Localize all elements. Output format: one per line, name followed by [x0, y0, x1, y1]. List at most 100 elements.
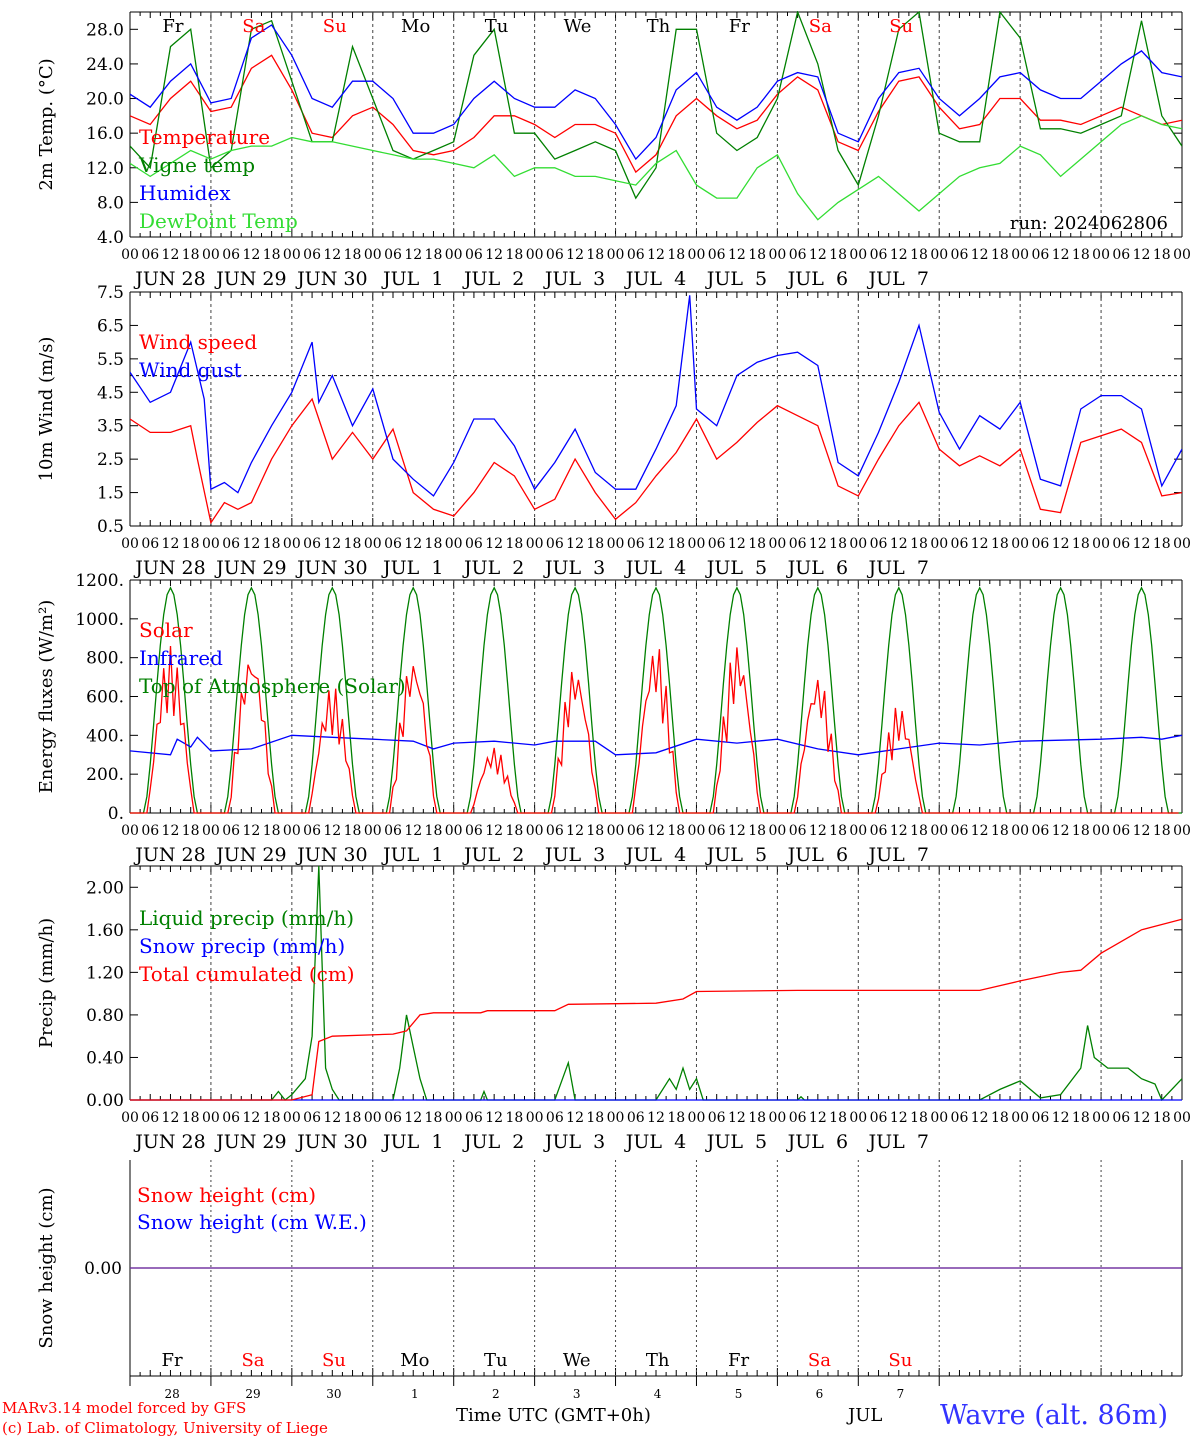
day-name: Mo — [400, 1350, 429, 1371]
hour-tick-label: 00 — [1092, 536, 1110, 552]
date-label: JUL 7 — [867, 557, 929, 579]
hour-tick-label: 06 — [141, 536, 159, 552]
hour-tick-label: 12 — [566, 247, 584, 263]
y-tick-label: 28.0 — [86, 20, 124, 40]
day-name: Th — [647, 16, 671, 37]
hour-tick-label: 06 — [1112, 536, 1130, 552]
hour-tick-label: 06 — [141, 1110, 159, 1126]
hour-tick-label: 06 — [222, 536, 240, 552]
hour-tick-label: 12 — [728, 823, 746, 839]
day-name: Su — [322, 1350, 346, 1371]
date-label: JUL 5 — [705, 557, 767, 579]
hour-tick-label: 00 — [445, 247, 463, 263]
date-label: JUL 4 — [624, 844, 686, 866]
hour-tick-label: 12 — [728, 1110, 746, 1126]
hour-tick-label: 12 — [809, 823, 827, 839]
hour-tick-label: 18 — [1072, 247, 1090, 263]
y-axis-label: Energy fluxes (W/m²) — [36, 600, 57, 794]
date-label: JUN 29 — [214, 557, 286, 579]
date-label: JUN 28 — [133, 557, 205, 579]
date-label: JUN 30 — [295, 844, 367, 866]
hour-tick-label: 06 — [384, 536, 402, 552]
hour-tick-label: 12 — [566, 823, 584, 839]
day-name: Th — [646, 1350, 670, 1371]
run-label: run: 2024062806 — [1010, 213, 1168, 234]
hour-tick-label: 00 — [121, 823, 139, 839]
series-line-infrared — [130, 734, 1182, 756]
y-tick-label: 1000. — [75, 610, 124, 630]
hour-tick-label: 06 — [546, 1110, 564, 1126]
hour-tick-label: 00 — [283, 536, 301, 552]
day-name: We — [564, 16, 592, 37]
legend-entry: Top of Atmosphere (Solar) — [139, 674, 406, 698]
hour-tick-label: 12 — [162, 247, 180, 263]
hour-tick-label: 00 — [607, 823, 625, 839]
station-name: Wavre (alt. 86m) — [940, 1400, 1168, 1431]
hour-tick-label: 18 — [829, 1110, 847, 1126]
y-tick-label: 200. — [86, 765, 124, 785]
hour-tick-label: 18 — [182, 823, 200, 839]
legend-entry: Snow precip (mm/h) — [139, 934, 345, 958]
hour-tick-label: 18 — [425, 536, 443, 552]
hour-tick-label: 12 — [728, 536, 746, 552]
legend-entry: Snow height (cm) — [137, 1183, 316, 1207]
day-name: Tu — [485, 16, 509, 37]
hour-tick-label: 12 — [1052, 536, 1070, 552]
hour-tick-label: 12 — [809, 1110, 827, 1126]
hour-tick-label: 18 — [748, 247, 766, 263]
y-tick-label: 5.5 — [97, 350, 124, 370]
hour-tick-label: 00 — [202, 247, 220, 263]
y-tick-label: 1.5 — [97, 484, 124, 504]
hour-tick-label: 12 — [242, 823, 260, 839]
date-label: JUN 29 — [214, 844, 286, 866]
day-name: Tu — [484, 1350, 508, 1371]
hour-tick-label: 18 — [344, 1110, 362, 1126]
hour-tick-label: 12 — [647, 1110, 665, 1126]
hour-tick-label: 18 — [505, 536, 523, 552]
legend-entry: DewPoint Temp — [139, 209, 298, 233]
hour-tick-label: 18 — [910, 1110, 928, 1126]
hour-tick-label: 18 — [263, 1110, 281, 1126]
hour-tick-label: 18 — [344, 823, 362, 839]
date-label: JUL 3 — [543, 557, 605, 579]
hour-tick-label: 00 — [930, 823, 948, 839]
day-number: 2 — [492, 1387, 500, 1401]
legend-entry: Total cumulated (cm) — [139, 962, 355, 986]
hour-tick-label: 18 — [1072, 536, 1090, 552]
y-tick-label: 600. — [86, 688, 124, 708]
hour-tick-label: 18 — [344, 247, 362, 263]
hour-tick-label: 00 — [768, 536, 786, 552]
hour-tick-label: 06 — [627, 536, 645, 552]
hour-tick-label: 12 — [647, 247, 665, 263]
hour-tick-label: 00 — [1173, 536, 1191, 552]
hour-tick-label: 18 — [910, 247, 928, 263]
hour-tick-label: 00 — [930, 536, 948, 552]
y-tick-label: 1.60 — [86, 921, 124, 941]
model-credit: MARv3.14 model forced by GFS — [2, 1399, 247, 1417]
y-tick-label: 0.80 — [86, 1006, 124, 1026]
day-number: 3 — [573, 1387, 581, 1401]
date-label: JUL 4 — [624, 268, 686, 290]
hour-tick-label: 00 — [445, 536, 463, 552]
hour-tick-label: 00 — [849, 536, 867, 552]
date-label: JUL 5 — [705, 268, 767, 290]
hour-tick-label: 12 — [971, 1110, 989, 1126]
hour-tick-label: 00 — [121, 1110, 139, 1126]
hour-tick-label: 18 — [667, 536, 685, 552]
date-label: JUL 6 — [786, 1131, 848, 1153]
series-line-wind-speed — [130, 397, 1182, 525]
hour-tick-label: 12 — [890, 247, 908, 263]
hour-tick-label: 00 — [849, 1110, 867, 1126]
hour-tick-label: 00 — [930, 1110, 948, 1126]
hour-tick-label: 06 — [1031, 1110, 1049, 1126]
hour-tick-label: 12 — [1052, 247, 1070, 263]
hour-tick-label: 18 — [991, 823, 1009, 839]
date-label: JUN 28 — [133, 844, 205, 866]
y-tick-label: 0.00 — [86, 1091, 124, 1111]
hour-tick-label: 06 — [303, 823, 321, 839]
y-tick-label: 24.0 — [86, 55, 124, 75]
hour-tick-label: 18 — [1153, 823, 1171, 839]
date-label: JUL 3 — [543, 268, 605, 290]
hour-tick-label: 00 — [526, 536, 544, 552]
